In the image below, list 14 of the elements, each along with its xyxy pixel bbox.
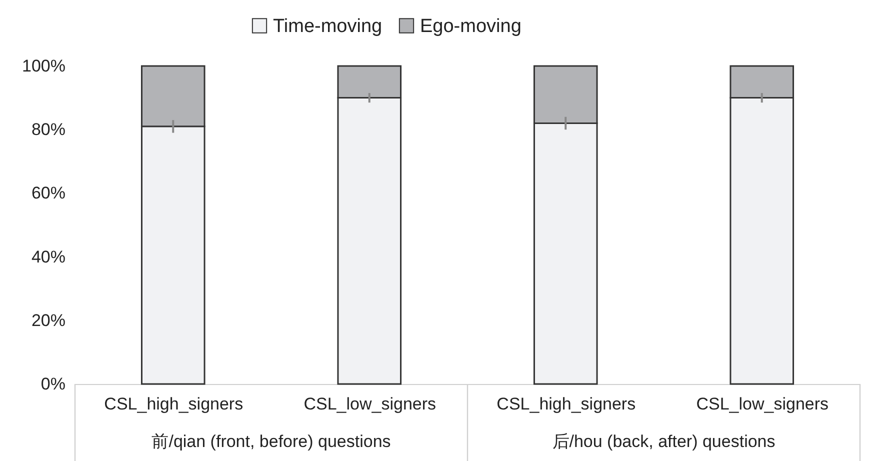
x-tick-label: CSL_low_signers bbox=[304, 394, 436, 414]
y-tick-label: 80% bbox=[31, 120, 66, 140]
legend-label: Ego-moving bbox=[420, 16, 522, 37]
x-tick-label: CSL_low_signers bbox=[696, 394, 829, 414]
text: 后/hou (back, after) questions bbox=[552, 432, 776, 451]
x-tick-label: CSL_high_signers bbox=[104, 394, 244, 414]
y-tick-label: 60% bbox=[31, 184, 66, 203]
legend-label: Time-moving bbox=[273, 16, 382, 37]
text: 前/qian (front, before) questions bbox=[152, 432, 391, 451]
y-tick-label: 0% bbox=[40, 374, 66, 394]
y-tick-label: 100% bbox=[22, 56, 66, 76]
x-tick-label: CSL_high_signers bbox=[496, 394, 636, 414]
y-tick-label: 20% bbox=[31, 310, 66, 330]
y-tick-label: 40% bbox=[31, 247, 66, 266]
